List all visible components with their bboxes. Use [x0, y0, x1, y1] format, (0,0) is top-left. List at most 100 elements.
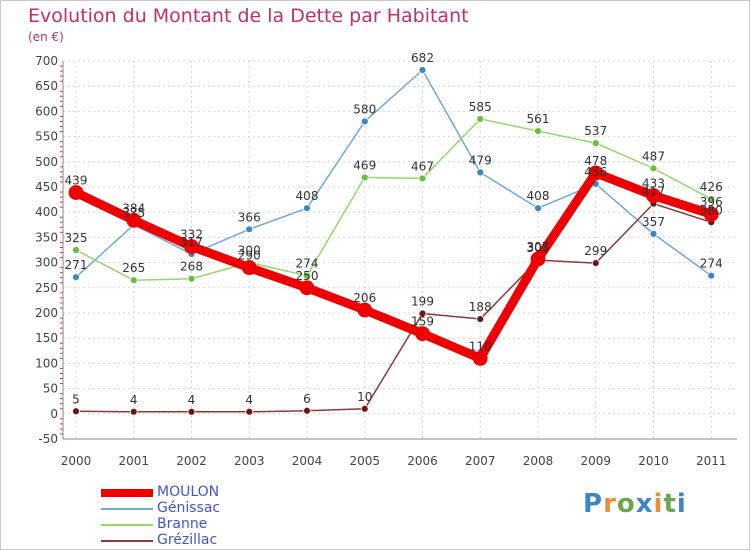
data-label-grezillac: 6: [303, 392, 311, 406]
logo-letter: o: [616, 489, 636, 519]
x-tick-label: 2004: [292, 454, 323, 468]
data-label-branne: 487: [642, 149, 665, 163]
y-tick-label: 600: [35, 104, 58, 118]
data-point-genissac: [534, 204, 542, 213]
data-point-moulon: [241, 260, 257, 276]
logo-letter: i: [653, 489, 664, 519]
legend-swatch: [101, 540, 153, 542]
data-label-grezillac: 199: [411, 295, 434, 309]
x-tick-label: 2000: [61, 454, 92, 468]
legend-swatch: [101, 524, 153, 526]
data-point-grezillac: [245, 407, 254, 416]
data-point-genissac: [707, 271, 716, 280]
data-label-moulon: 478: [584, 154, 607, 168]
data-label-grezillac: 380: [700, 203, 723, 217]
data-label-moulon: 206: [353, 291, 376, 305]
data-label-branne: 585: [469, 100, 492, 114]
data-label-branne: 426: [700, 180, 723, 194]
data-label-branne: 274: [296, 257, 319, 271]
data-label-branne: 467: [411, 159, 434, 173]
data-label-genissac: 274: [700, 257, 723, 271]
logo-letter: P: [583, 489, 604, 519]
data-label-branne: 537: [584, 124, 607, 138]
y-tick-label: 0: [50, 407, 58, 421]
y-tick-label: 250: [35, 281, 58, 295]
logo-letter: x: [635, 489, 654, 519]
logo-letter: t: [663, 489, 677, 519]
data-label-branne: 300: [238, 244, 261, 258]
data-point-branne: [649, 164, 658, 173]
data-label-moulon: 159: [411, 315, 434, 329]
data-point-genissac: [72, 273, 80, 282]
y-tick-label: 200: [35, 306, 58, 320]
data-point-moulon: [357, 302, 373, 318]
data-label-moulon: 307: [527, 240, 550, 254]
data-point-grezillac: [418, 309, 427, 318]
y-tick-label: 300: [35, 256, 58, 270]
data-label-grezillac: 188: [469, 300, 492, 314]
data-label-moulon: 384: [122, 201, 145, 215]
data-label-grezillac: 305: [527, 241, 550, 255]
y-tick-label: 500: [35, 155, 58, 169]
data-label-moulon: 396: [700, 195, 723, 209]
x-tick-label: 2002: [176, 454, 207, 468]
x-tick-label: 2008: [523, 454, 554, 468]
data-label-grezillac: 299: [584, 244, 607, 258]
data-point-moulon: [415, 326, 430, 342]
data-point-moulon: [126, 212, 142, 228]
data-label-genissac: 408: [527, 189, 550, 203]
y-tick-label: 100: [35, 356, 58, 370]
data-point-genissac: [360, 117, 369, 126]
legend-label: Génissac: [157, 500, 221, 516]
data-point-branne: [534, 127, 542, 135]
data-label-genissac: 408: [296, 189, 319, 203]
series-line-branne: [75, 118, 712, 281]
data-point-branne: [187, 274, 196, 283]
data-label-grezillac: 10: [357, 390, 372, 404]
data-point-grezillac: [360, 404, 369, 413]
chart-title: Evolution du Montant de la Dette par Hab…: [28, 5, 469, 27]
data-point-moulon: [472, 350, 488, 366]
legend-label: Grézillac: [157, 532, 218, 548]
data-point-branne: [129, 276, 138, 285]
data-point-genissac: [649, 229, 658, 238]
data-label-genissac: 375: [122, 206, 145, 220]
data-point-moulon: [646, 188, 661, 203]
x-tick-label: 2009: [580, 454, 611, 468]
data-point-moulon: [68, 185, 84, 200]
data-point-genissac: [245, 225, 254, 234]
x-tick-label: 2007: [465, 454, 496, 468]
data-label-genissac: 580: [353, 102, 376, 116]
data-point-branne: [72, 246, 80, 254]
y-tick-label: 400: [35, 205, 58, 219]
data-label-branne: 561: [527, 112, 550, 126]
legend-label: Branne: [157, 516, 208, 532]
x-tick-label: 2010: [638, 454, 669, 468]
legend-label: MOULON: [157, 484, 220, 500]
data-point-genissac: [418, 66, 427, 74]
data-point-grezillac: [72, 407, 80, 416]
y-tick-label: 50: [43, 382, 58, 396]
data-point-genissac: [303, 204, 311, 213]
data-label-genissac: 479: [469, 153, 492, 167]
proxiti-logo: Proxiti: [583, 489, 687, 519]
data-label-moulon: 433: [642, 177, 665, 191]
y-tick-label: -50: [38, 432, 58, 446]
data-label-genissac: 456: [584, 165, 607, 179]
y-tick-label: 150: [35, 331, 58, 345]
y-tick-label: 550: [35, 130, 58, 144]
data-label-branne: 469: [353, 158, 376, 172]
plot-area: [63, 61, 737, 439]
x-tick-label: 2005: [349, 454, 380, 468]
y-tick-label: 450: [35, 180, 58, 194]
x-tick-label: 2003: [234, 454, 265, 468]
x-tick-label: 2001: [118, 454, 149, 468]
data-point-branne: [303, 271, 311, 280]
data-point-moulon: [703, 206, 719, 222]
data-point-moulon: [184, 239, 199, 254]
logo-letter: i: [676, 489, 687, 519]
legend-swatch: [101, 508, 153, 510]
data-label-moulon: 290: [238, 249, 261, 263]
